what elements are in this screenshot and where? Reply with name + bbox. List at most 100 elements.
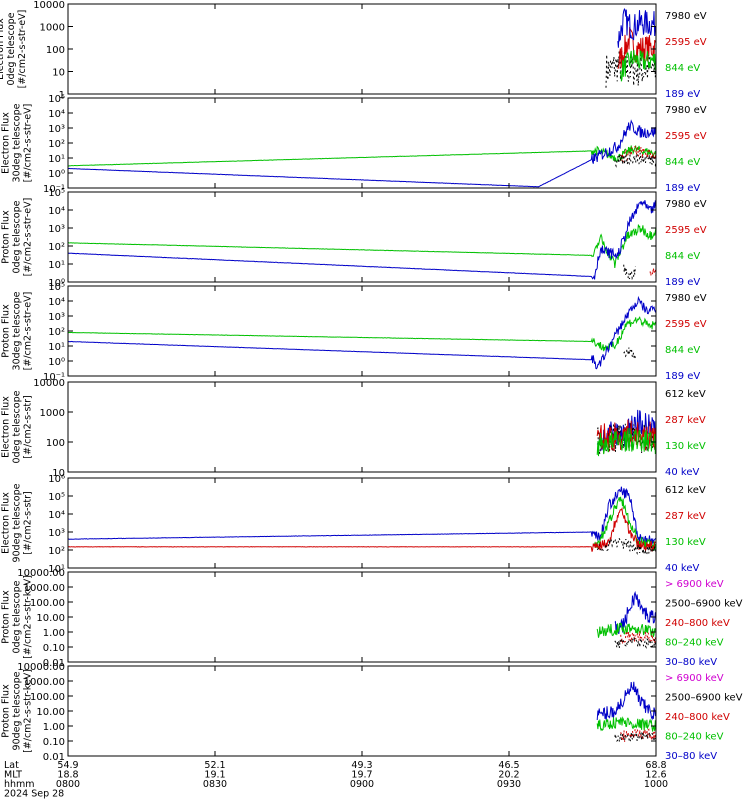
x-tick-label: 0830 bbox=[203, 779, 227, 790]
legend-entry: 2595 eV bbox=[665, 319, 707, 330]
panel-frame bbox=[67, 3, 657, 95]
y-tick-label: 10000 bbox=[33, 378, 65, 389]
panel-frame bbox=[67, 97, 657, 189]
legend-entry: 30–80 keV bbox=[665, 657, 717, 668]
x-axis-row-label: hhmm bbox=[4, 779, 35, 790]
y-tick-label: 10000.00 bbox=[17, 568, 65, 579]
y-tick-label: 10³ bbox=[48, 312, 65, 323]
legend-entry: 2595 eV bbox=[665, 131, 707, 142]
y-axis-label-line: MEPED bbox=[0, 506, 1, 539]
y-tick-label: 10000.00 bbox=[17, 662, 65, 673]
legend-entry: 612 keV bbox=[665, 485, 706, 496]
legend-entry: 844 eV bbox=[665, 345, 700, 356]
series-line-4 bbox=[614, 731, 656, 743]
series-line-1 bbox=[68, 486, 656, 545]
series-group bbox=[68, 295, 656, 370]
panel-8: 0.010.101.0010.00100.001000.0010000.00ME… bbox=[0, 662, 743, 763]
y-tick-label: 10³ bbox=[48, 224, 65, 235]
y-axis-label-line: Proton Flux bbox=[1, 590, 12, 644]
series-line-3 bbox=[623, 347, 636, 360]
y-axis-label: MEPEDProton Flux0deg telescope[#/cm2-s-s… bbox=[0, 575, 34, 659]
panel-frame bbox=[67, 477, 657, 569]
x-tick-label: 19.7 bbox=[351, 770, 372, 781]
series-line-3 bbox=[620, 49, 656, 82]
y-tick-label: 100.00 bbox=[30, 692, 65, 703]
y-axis-label: TEDProton Flux0deg telescope[#/cm2-s-str… bbox=[0, 198, 34, 277]
y-axis-label: TEDProton Flux30deg telescope[#/cm2-s-st… bbox=[0, 291, 34, 370]
y-tick-label: 10² bbox=[48, 327, 65, 338]
legend-entry: 844 eV bbox=[665, 63, 700, 74]
panel-4: 10⁻¹ 10⁰ 10¹ 10² 10³ 10⁴ 10⁵ TEDProton Flux30de… bbox=[0, 282, 707, 383]
panel-frame bbox=[67, 381, 657, 473]
x-tick-label: 20.2 bbox=[498, 770, 519, 781]
y-tick-label: 1.00 bbox=[43, 628, 65, 639]
series-line-1 bbox=[614, 590, 656, 635]
legend-entry: 80–240 keV bbox=[665, 732, 724, 743]
y-tick-label: 10² bbox=[48, 546, 65, 557]
y-axis-label-line: [#/cm2-s-str] bbox=[23, 395, 34, 458]
series-group bbox=[596, 681, 656, 743]
y-axis-label: MEPEDProton Flux90deg telescope[#/cm2-s-… bbox=[0, 669, 34, 753]
series-line-1 bbox=[68, 144, 656, 167]
y-tick-label: 10⁻¹ bbox=[43, 184, 65, 195]
legend-entry: 130 keV bbox=[665, 537, 706, 548]
y-tick-label: 10⁻¹ bbox=[43, 372, 65, 383]
legend-entry: 7980 eV bbox=[665, 293, 707, 304]
panel-5: 10100100010000MEPEDElectron Flux0deg tel… bbox=[0, 378, 706, 479]
y-axis-label-line: Proton Flux bbox=[1, 304, 12, 358]
y-axis-label-line: Electron Flux bbox=[1, 396, 12, 458]
legend-entry: 2500–6900 keV bbox=[665, 693, 743, 704]
y-axis-label-line: [#/cm2-s-str-eV] bbox=[23, 292, 34, 371]
y-axis-label-line: TED bbox=[0, 227, 1, 247]
y-axis-label-line: [#/cm2-s-str-keV] bbox=[23, 669, 34, 753]
legend-entry: 2595 eV bbox=[665, 37, 707, 48]
y-tick-label: 10⁴ bbox=[48, 510, 65, 521]
y-tick-label: 10¹ bbox=[48, 342, 65, 353]
series-line-4 bbox=[614, 151, 656, 168]
y-axis-label-line: 0deg telescope bbox=[12, 200, 23, 273]
y-axis-label: Electron Flux0deg telescope[#/cm2-s-str-… bbox=[0, 10, 28, 89]
y-axis-label-line: [#/cm2-s-str] bbox=[23, 491, 34, 554]
series-line-2 bbox=[593, 496, 656, 551]
x-tick-label: 46.5 bbox=[498, 760, 519, 771]
y-tick-label: 1000 bbox=[40, 23, 65, 34]
y-tick-label: 10⁴ bbox=[48, 297, 65, 308]
panel-frame bbox=[67, 571, 657, 663]
x-tick-label: 1000 bbox=[644, 779, 668, 790]
y-tick-label: 10.00 bbox=[36, 707, 65, 718]
legend-entry: > 6900 keV bbox=[665, 673, 724, 684]
legend-entry: 2595 eV bbox=[665, 225, 707, 236]
y-tick-label: 10¹ bbox=[48, 154, 65, 165]
panel-frame bbox=[67, 665, 657, 757]
legend-entry: 80–240 keV bbox=[665, 638, 724, 649]
x-axis-row-label: Lat bbox=[4, 760, 19, 771]
y-axis-label-line: [#/cm2-s-str-eV] bbox=[17, 10, 28, 89]
y-tick-label: 0.10 bbox=[43, 643, 65, 654]
y-axis-label-line: Electron Flux bbox=[1, 492, 12, 554]
panel-frame bbox=[67, 285, 657, 377]
legend-entry: 130 keV bbox=[665, 441, 706, 452]
y-tick-label: 10¹ bbox=[48, 260, 65, 271]
y-tick-label: 0.10 bbox=[43, 737, 65, 748]
x-tick-label: 12.6 bbox=[645, 770, 666, 781]
x-tick-label: 18.8 bbox=[57, 770, 78, 781]
y-tick-label: 10¹ bbox=[48, 564, 65, 575]
series-line-2 bbox=[68, 295, 656, 370]
y-axis-label-line: 0deg telescope bbox=[6, 12, 17, 85]
y-tick-label: 10⁵ bbox=[48, 492, 65, 503]
x-tick-label: 0930 bbox=[497, 779, 521, 790]
y-tick-label: 10⁰ bbox=[48, 278, 65, 289]
y-axis-label: MEPEDElectron Flux0deg telescope[#/cm2-s… bbox=[0, 390, 34, 463]
y-tick-label: 10² bbox=[48, 242, 65, 253]
legend-entry: 287 keV bbox=[665, 415, 706, 426]
y-tick-label: 100.00 bbox=[30, 598, 65, 609]
series-group bbox=[596, 590, 656, 649]
x-tick-label: 49.3 bbox=[351, 760, 372, 771]
y-tick-label: 1 bbox=[59, 90, 65, 101]
legend-entry: 612 keV bbox=[665, 389, 706, 400]
y-axis-label-line: TED bbox=[0, 321, 1, 341]
y-axis-label-line: 0deg telescope bbox=[12, 580, 23, 653]
y-tick-label: 10² bbox=[48, 139, 65, 150]
series-line-1 bbox=[68, 316, 656, 352]
y-tick-label: 100 bbox=[46, 45, 65, 56]
